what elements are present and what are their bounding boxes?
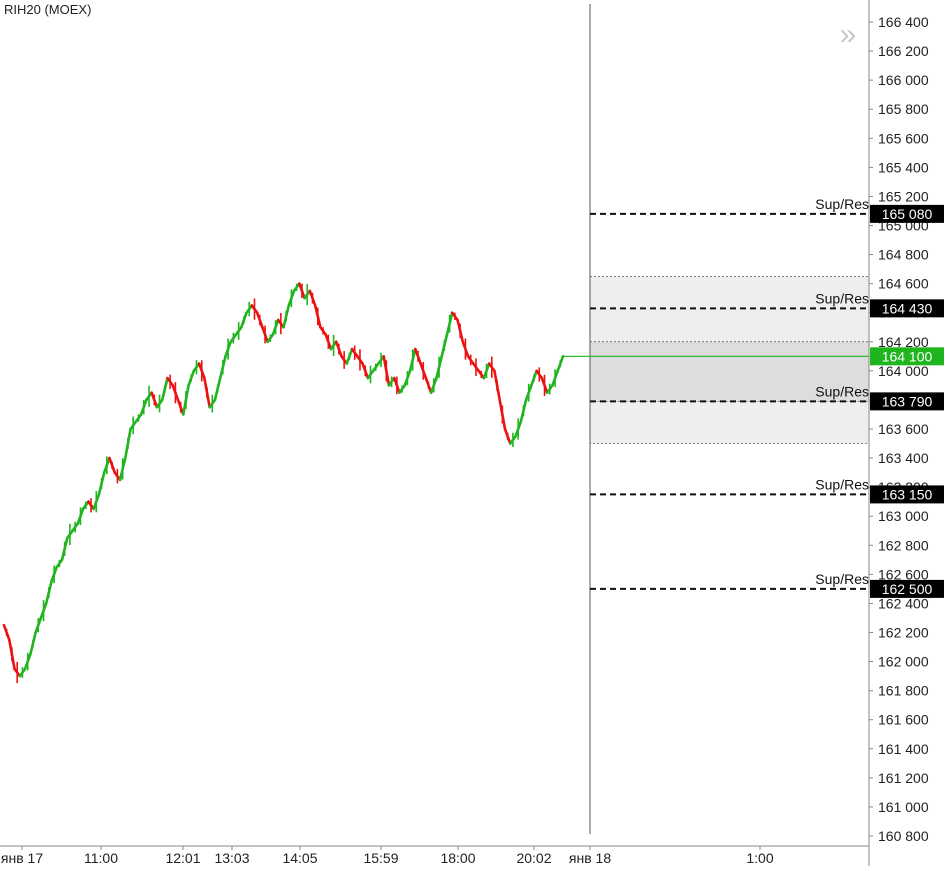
sup-res-badge-label: 163 150 (882, 486, 933, 502)
price-zone (589, 341, 870, 402)
chart-title: RIH20 (MOEX) (4, 2, 91, 17)
support-resistance-layer: Sup/Res Sup/Res Sup/Res Sup/Res Sup/Res (590, 196, 869, 590)
price-tick-label: 161 200 (878, 770, 929, 786)
sup-res-badge (870, 485, 944, 504)
price-tick-label: 162 000 (878, 654, 929, 670)
sup-res-badge-label: 164 430 (882, 300, 933, 316)
price-tick-label: 161 800 (878, 683, 929, 699)
price-tick-label: 164 800 (878, 247, 929, 263)
price-tick-label: 161 000 (878, 799, 929, 815)
price-tick-label: 162 400 (878, 595, 929, 611)
sup-res-caption: Sup/Res (815, 571, 869, 587)
time-tick-label: 12:01 (165, 850, 200, 866)
price-tick-label: 166 000 (878, 72, 929, 88)
time-axis[interactable]: янв 17 11:00 12:01 13:03 14:05 15:59 18:00 20:0… (0, 845, 869, 866)
time-tick-label: янв 17 (1, 850, 43, 866)
price-tick-label: 165 600 (878, 130, 929, 146)
sup-res-caption: Sup/Res (815, 383, 869, 399)
time-tick-label: 1:00 (746, 850, 773, 866)
price-tick-label: 162 800 (878, 537, 929, 553)
price-tick-label: 163 400 (878, 450, 929, 466)
price-tick-label: 161 600 (878, 712, 929, 728)
sup-res-badge (870, 579, 944, 598)
price-series (2, 282, 565, 684)
price-tick-label: 164 200 (878, 334, 929, 350)
price-tick-label: 165 800 (878, 101, 929, 117)
price-tick-label: 162 600 (878, 566, 929, 582)
time-tick-label: 20:02 (516, 850, 551, 866)
price-tick-label: 166 400 (878, 14, 929, 30)
sup-res-badge-label: 165 080 (882, 206, 933, 222)
price-axis[interactable]: 166 400 166 200 166 000 165 800 165 600 165 4… (868, 0, 944, 866)
sup-res-badge-label: 162 500 (882, 581, 933, 597)
price-tick-label: 164 600 (878, 276, 929, 292)
price-tick-label: 163 600 (878, 421, 929, 437)
last-price-label: 164 100 (882, 348, 933, 364)
time-tick-label: 11:00 (84, 850, 118, 866)
time-tick-label: 13:03 (214, 850, 249, 866)
time-tick-label: 15:59 (363, 850, 398, 866)
last-price-marker: 164 100 (563, 347, 944, 366)
price-tick-label: 160 800 (878, 828, 929, 844)
double-chevron-right-icon[interactable]: » (840, 18, 857, 51)
price-tick-label: 163 000 (878, 508, 929, 524)
sup-res-caption: Sup/Res (815, 196, 869, 212)
sup-res-badge (870, 204, 944, 223)
last-price-badge (870, 347, 944, 366)
sup-res-badge (870, 299, 944, 318)
time-tick-label: 18:00 (440, 850, 475, 866)
sup-res-badge (870, 392, 944, 411)
time-tick-label: 14:05 (282, 850, 317, 866)
sup-res-caption: Sup/Res (815, 476, 869, 492)
price-tick-label: 166 200 (878, 43, 929, 59)
price-tick-label: 165 200 (878, 188, 929, 204)
zones-layer (589, 275, 870, 444)
sup-res-badge-label: 163 790 (882, 393, 933, 409)
price-tick-label: 165 400 (878, 159, 929, 175)
price-tick-label: 161 400 (878, 741, 929, 757)
sup-res-caption: Sup/Res (815, 290, 869, 306)
time-tick-label: янв 18 (569, 850, 611, 866)
price-tick-label: 162 200 (878, 625, 929, 641)
price-tick-label: 164 000 (878, 363, 929, 379)
